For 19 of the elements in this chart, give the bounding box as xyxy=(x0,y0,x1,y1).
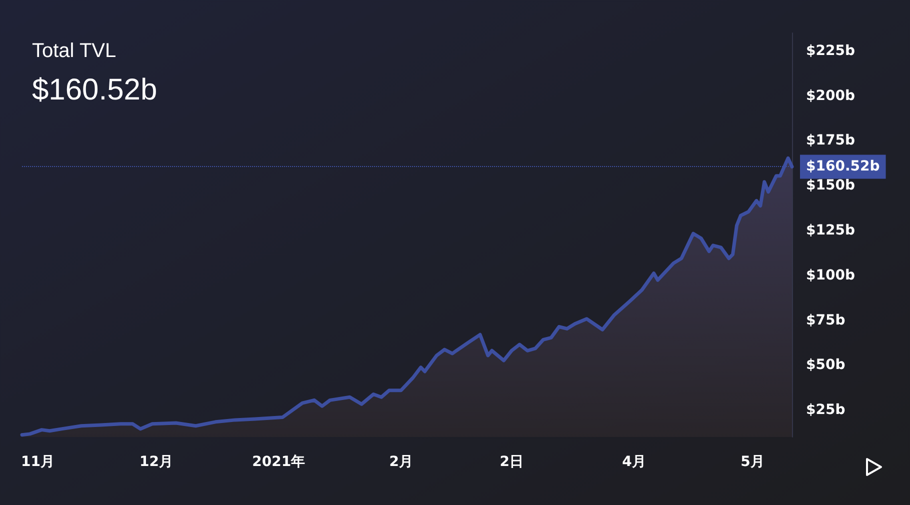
y-tick-label: $125b xyxy=(806,222,855,239)
y-tick-label: $25b xyxy=(806,402,846,418)
x-tick-label: 2日 xyxy=(500,454,524,470)
x-tick-label: 5月 xyxy=(740,454,764,470)
x-tick-label: 2月 xyxy=(389,454,413,470)
y-tick-label: $200b xyxy=(806,88,855,104)
x-tick-label: 12月 xyxy=(140,454,173,470)
text: $160.52b xyxy=(32,74,158,106)
x-tick-label: 4月 xyxy=(622,454,646,470)
x-tick-label: 2021年 xyxy=(252,454,306,470)
x-tick-label: 11月 xyxy=(21,454,55,470)
ref-line-label: $160.52b xyxy=(806,158,880,175)
y-tick-label: $150b xyxy=(806,178,855,194)
y-tick-label: $50b xyxy=(806,357,846,374)
y-tick-label: $100b xyxy=(806,267,855,284)
y-tick-label: $175b xyxy=(806,132,855,149)
chart-title: Total TVL xyxy=(32,40,116,62)
y-tick-label: $225b xyxy=(806,42,855,59)
y-tick-label: $75b xyxy=(806,312,846,328)
